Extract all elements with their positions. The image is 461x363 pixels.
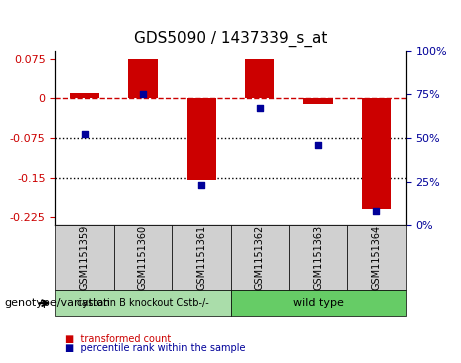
Bar <box>187 98 216 180</box>
Text: genotype/variation: genotype/variation <box>5 298 111 308</box>
Text: GSM1151360: GSM1151360 <box>138 225 148 290</box>
Bar <box>303 98 333 103</box>
Point <box>256 105 263 111</box>
Point <box>81 131 88 137</box>
Point <box>314 142 322 148</box>
Title: GDS5090 / 1437339_s_at: GDS5090 / 1437339_s_at <box>134 30 327 47</box>
Text: GSM1151364: GSM1151364 <box>372 225 382 290</box>
Text: wild type: wild type <box>293 298 343 308</box>
Text: ■  percentile rank within the sample: ■ percentile rank within the sample <box>65 343 245 354</box>
Bar <box>245 59 274 98</box>
Bar <box>128 59 158 98</box>
Text: GSM1151362: GSM1151362 <box>254 225 265 290</box>
Text: GSM1151363: GSM1151363 <box>313 225 323 290</box>
Bar <box>70 93 99 98</box>
Text: cystatin B knockout Cstb-/-: cystatin B knockout Cstb-/- <box>77 298 209 308</box>
Text: ■  transformed count: ■ transformed count <box>65 334 171 344</box>
Point <box>139 91 147 97</box>
Bar <box>362 98 391 209</box>
Point <box>198 182 205 188</box>
Text: GSM1151361: GSM1151361 <box>196 225 207 290</box>
Text: GSM1151359: GSM1151359 <box>79 225 89 290</box>
Point <box>373 208 380 214</box>
